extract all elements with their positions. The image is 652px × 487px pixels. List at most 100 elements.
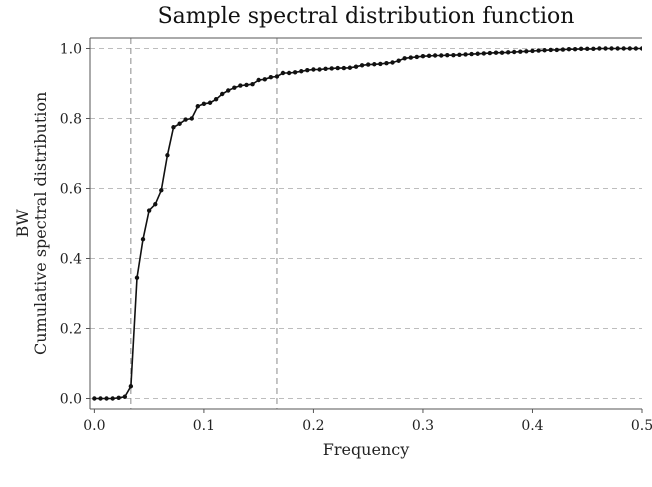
data-point xyxy=(286,70,292,76)
data-point xyxy=(390,60,395,65)
data-point xyxy=(250,82,255,87)
data-point xyxy=(384,61,389,66)
data-point xyxy=(280,70,286,76)
x-tick-label: 0.5 xyxy=(631,418,652,434)
data-point xyxy=(524,49,529,54)
series-line xyxy=(94,47,642,400)
data-point xyxy=(603,46,608,51)
data-point xyxy=(299,69,304,74)
data-point xyxy=(487,50,493,56)
data-point xyxy=(432,53,438,58)
x-axis-label: Frequency xyxy=(322,440,410,459)
data-point xyxy=(414,54,420,60)
data-point xyxy=(627,46,633,51)
x-tick-label: 0.4 xyxy=(521,418,543,434)
data-point xyxy=(591,46,596,52)
data-point xyxy=(560,47,566,52)
data-point xyxy=(335,65,340,71)
data-point xyxy=(92,396,97,401)
data-point xyxy=(341,65,347,71)
data-point xyxy=(597,46,602,51)
data-point xyxy=(153,202,158,207)
data-point xyxy=(256,77,261,83)
data-point xyxy=(195,104,200,109)
data-point xyxy=(146,208,152,213)
data-point xyxy=(511,49,517,55)
data-point xyxy=(621,46,626,51)
data-point xyxy=(98,396,103,401)
data-point xyxy=(578,46,584,52)
data-point xyxy=(359,63,365,68)
y-tick-label: 0.6 xyxy=(60,182,82,198)
data-point xyxy=(585,46,590,52)
data-point xyxy=(518,49,523,54)
data-point xyxy=(244,82,249,88)
data-point xyxy=(189,116,194,121)
data-point xyxy=(201,101,207,107)
data-point xyxy=(226,88,231,93)
data-point xyxy=(493,50,499,55)
data-point xyxy=(372,62,377,67)
data-point xyxy=(177,121,182,126)
data-point xyxy=(238,83,243,88)
chart-title: Sample spectral distribution function xyxy=(157,4,575,29)
data-point xyxy=(554,47,559,53)
data-point xyxy=(542,48,547,53)
data-point xyxy=(536,48,541,53)
data-point xyxy=(633,46,639,51)
data-point xyxy=(183,117,188,122)
data-point xyxy=(207,100,213,105)
data-point xyxy=(347,65,353,70)
data-point xyxy=(219,91,225,97)
data-point xyxy=(232,85,237,90)
data-point xyxy=(420,54,426,59)
data-point xyxy=(615,46,620,51)
data-point xyxy=(292,70,298,75)
data-point xyxy=(311,67,316,72)
data-point xyxy=(481,51,487,56)
data-point xyxy=(353,64,359,69)
x-tick-label: 0.1 xyxy=(193,418,215,434)
data-point xyxy=(566,47,572,52)
data-point xyxy=(402,56,407,61)
data-point xyxy=(457,52,462,57)
data-point xyxy=(171,125,176,130)
data-point xyxy=(639,46,642,51)
data-point xyxy=(122,394,128,399)
x-tick-label: 0.0 xyxy=(83,418,105,434)
data-point xyxy=(396,58,401,63)
data-point xyxy=(140,237,146,242)
data-point xyxy=(445,52,450,58)
y-tick-label: 0.2 xyxy=(60,322,82,338)
data-point xyxy=(463,52,468,57)
data-point xyxy=(159,188,164,193)
data-point xyxy=(305,68,310,73)
data-point xyxy=(572,47,578,52)
data-point xyxy=(213,97,219,102)
data-point xyxy=(439,53,444,58)
data-point xyxy=(268,75,274,80)
data-point xyxy=(548,47,553,53)
data-point xyxy=(116,395,121,400)
data-point xyxy=(323,66,328,72)
data-point xyxy=(475,51,480,56)
data-point xyxy=(165,153,170,158)
y-tick-label: 0.4 xyxy=(60,252,82,268)
data-point xyxy=(104,396,109,401)
data-point xyxy=(609,46,614,51)
data-point xyxy=(426,53,432,59)
data-point xyxy=(469,51,474,57)
x-tick-label: 0.3 xyxy=(412,418,434,434)
data-point xyxy=(329,66,334,71)
data-point xyxy=(274,74,280,79)
data-point xyxy=(134,275,140,280)
data-point xyxy=(451,52,456,58)
data-point xyxy=(365,62,371,67)
data-point xyxy=(408,55,413,60)
data-point xyxy=(317,67,322,72)
data-point xyxy=(530,48,535,54)
y-tick-label: 1.0 xyxy=(60,42,82,58)
data-point xyxy=(262,77,267,82)
